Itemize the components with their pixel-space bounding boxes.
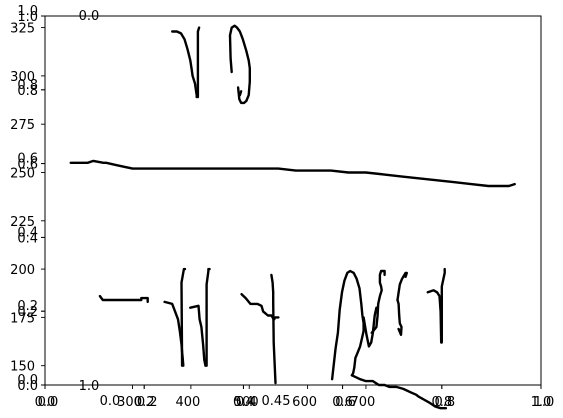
overlay-x-tick-label: 0.0: [35, 395, 56, 410]
overlay-y-tick-label: 0.2: [17, 305, 38, 320]
stray-label: 1.0: [79, 379, 100, 394]
ink-x-tick-label: 300: [117, 395, 142, 410]
ink-y-tick-label: 250: [10, 166, 35, 181]
ink-stroke: [240, 293, 280, 321]
overlay-y-tick-label: 1.0: [17, 10, 38, 25]
ink-strokes: [69, 24, 516, 410]
ink-stroke: [396, 298, 403, 336]
overlay-axes: 0.00.00.20.20.40.40.60.60.80.81.01.0 0.0…: [17, 4, 554, 410]
overlay-axis-a-ticks: 0.00.00.20.20.40.40.60.60.80.81.01.0: [17, 10, 551, 410]
overlay-y-tick-label: 0.0: [17, 379, 38, 394]
ink-y-tick-label: 325: [10, 22, 35, 37]
ink-stroke: [180, 267, 187, 367]
stray-label: 0.0: [100, 394, 121, 409]
ink-stroke: [420, 397, 448, 410]
overlay-y-tick-label: 0.6: [17, 158, 38, 173]
overlay-y-tick-label: 0.8: [17, 84, 38, 99]
overlay-x-tick-label: 0.8: [434, 395, 455, 410]
overlay-y-tick-label: 0.8: [17, 78, 38, 93]
overlay-x-tick-label: 0.6: [335, 395, 356, 410]
ink-y-tick-label: 275: [10, 118, 35, 133]
ink-stroke: [69, 159, 516, 188]
ink-x-tick-label: 600: [292, 395, 317, 410]
ink-y-tick-label: 225: [10, 215, 35, 230]
ink-stroke: [330, 269, 365, 381]
overlay-y-tick-label: 1.0: [17, 4, 38, 19]
ink-x-tick-label: 400: [175, 395, 200, 410]
overlay-y-tick-label: 0.0: [17, 373, 38, 388]
plot-frame: [44, 15, 542, 386]
ink-stroke: [170, 30, 198, 99]
ink-x-tick-label: 500: [234, 395, 259, 410]
overlay-x-tick-label: 1.0: [534, 395, 555, 410]
ink-stroke: [270, 273, 277, 385]
ink-y-axis-ticks: 150 175 200 225 250 275 300 325: [10, 22, 45, 375]
stray-label: 0.45: [262, 394, 291, 409]
overlay-x-tick-label: 1.0: [531, 395, 552, 410]
overlay-y-tick-label: 0.2: [17, 299, 38, 314]
overlay-y-tick-label: 0.6: [17, 152, 38, 167]
overlay-y-tick-label: 0.4: [17, 225, 38, 240]
overlay-y-tick-label: 0.4: [17, 231, 38, 246]
ink-stroke: [350, 374, 424, 400]
overlay-x-tick-label: 0.4: [236, 395, 257, 410]
overlay-x-tick-label: 0.6: [332, 395, 353, 410]
ink-stroke: [98, 294, 149, 304]
ink-y-tick-label: 200: [10, 263, 35, 278]
overlay-axis-b-ticks: 0.00.00.20.20.40.40.60.60.80.81.01.0: [17, 4, 554, 410]
ink-stroke: [238, 90, 243, 97]
ink-x-axis-ticks: 300 400 500 600 700: [117, 385, 375, 410]
ink-stroke: [362, 306, 378, 348]
ink-y-tick-label: 300: [10, 70, 35, 85]
ink-y-tick-label: 150: [10, 360, 35, 375]
ink-y-tick-label: 175: [10, 311, 35, 326]
ink-stroke: [196, 26, 201, 99]
ink-stroke: [228, 24, 252, 105]
overlay-x-tick-label: 0.0: [38, 395, 59, 410]
ink-stroke: [189, 304, 207, 367]
ink-stroke: [205, 267, 211, 367]
ink-axes: 150 175 200 225 250 275 300 325 300 400 500 600 700: [10, 22, 375, 410]
overlay-x-tick-label: 0.4: [233, 395, 254, 410]
ink-stroke: [370, 269, 386, 334]
ink-x-tick-label: 700: [351, 395, 376, 410]
ink-stroke: [439, 306, 443, 313]
ink-stroke: [440, 267, 446, 344]
ink-stroke: [396, 271, 408, 302]
overlay-x-tick-label: 0.2: [137, 395, 158, 410]
overlay-x-tick-label: 0.2: [134, 395, 155, 410]
